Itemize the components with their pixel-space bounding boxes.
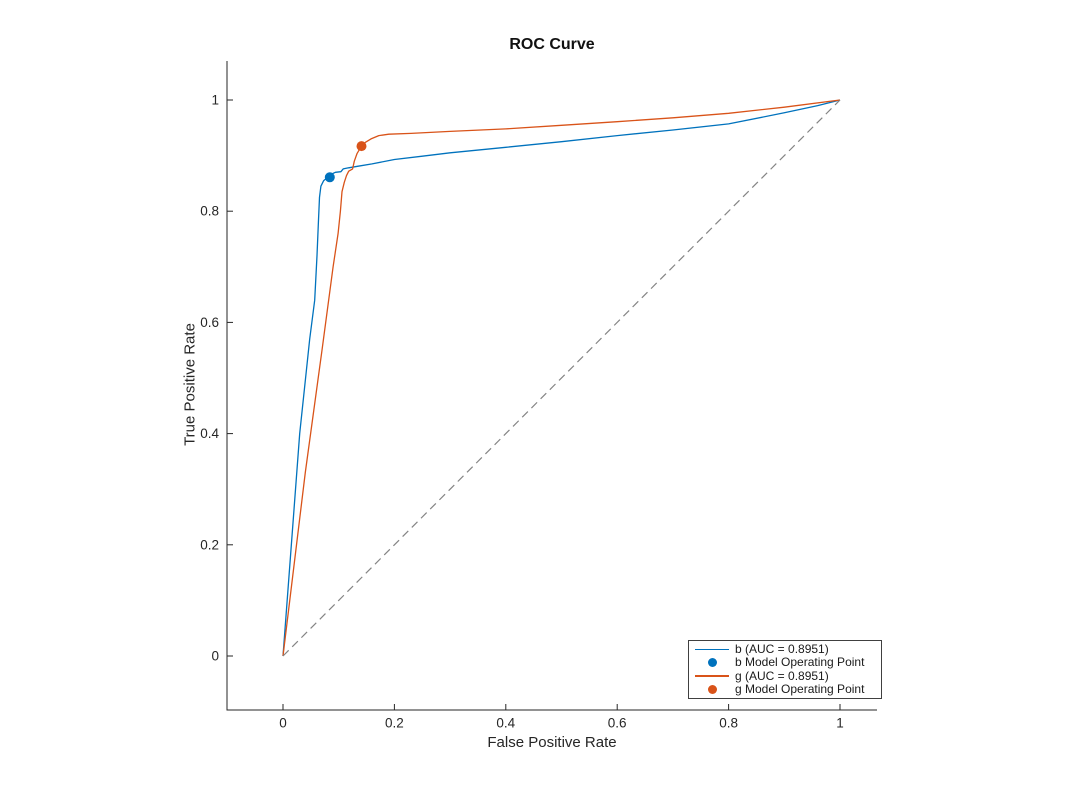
y-axis-label: True Positive Rate [181,323,199,446]
x-tick-label: 0.6 [608,716,627,731]
x-axis-label: False Positive Rate [487,734,617,751]
legend-line-swatch [689,648,735,651]
legend-entry: b Model Operating Point [689,656,881,669]
dot-icon [707,684,717,694]
y-tick-label: 0.2 [200,537,219,552]
legend-line-swatch [689,675,735,677]
axes-spines [226,61,877,711]
legend-box: b (AUC = 0.8951) b Model Operating Point g… [688,640,882,699]
x-tick-label: 1 [836,716,844,731]
x-tick-label: 0.8 [719,716,738,731]
legend-entry: g (AUC = 0.8951) [689,668,881,683]
x-tick-label: 0 [279,716,287,731]
roc-curve-b [282,99,841,657]
b-operating-point-marker [324,172,335,183]
legend-dot-marker [689,684,735,694]
roc-curve-reference [282,99,841,657]
x-tick-label: 0.4 [496,716,515,731]
dot-icon [707,658,717,668]
y-tick-label: 0 [211,649,219,664]
legend-label: b (AUC = 0.8951) [735,642,829,657]
legend-entry: b (AUC = 0.8951) [689,643,881,656]
legend-entry: g Model Operating Point [689,681,881,696]
chart-title: ROC Curve [509,36,595,53]
line-icon [695,675,729,677]
y-tick-label: 0.8 [200,204,219,219]
g-operating-point-marker [356,141,367,152]
y-tick-label: 1 [211,93,219,108]
x-tick-label: 0.2 [385,716,404,731]
legend-dot-marker [689,658,735,668]
line-icon [695,648,729,651]
y-tick-label: 0.4 [200,426,219,441]
legend-label: g Model Operating Point [735,681,865,696]
legend-label: g (AUC = 0.8951) [735,668,829,683]
legend-label: b Model Operating Point [735,655,865,670]
y-tick-label: 0.6 [200,315,219,330]
